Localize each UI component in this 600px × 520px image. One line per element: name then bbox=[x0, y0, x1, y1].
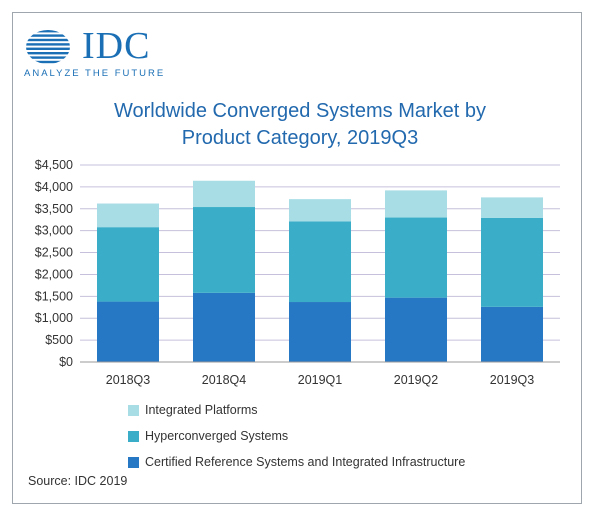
bar-segment bbox=[193, 292, 255, 362]
bar-segment bbox=[385, 217, 447, 298]
logo-tagline: ANALYZE THE FUTURE bbox=[24, 68, 166, 79]
x-tick-label: 2019Q1 bbox=[298, 373, 343, 387]
x-tick-label: 2019Q2 bbox=[394, 373, 439, 387]
bar-segment bbox=[97, 203, 159, 228]
x-tick-label: 2018Q4 bbox=[202, 373, 247, 387]
y-tick-label: $3,000 bbox=[35, 224, 73, 238]
y-tick-label: $2,500 bbox=[35, 246, 73, 260]
y-tick-label: $1,000 bbox=[35, 311, 73, 325]
legend-item: Integrated Platforms bbox=[128, 402, 258, 418]
logo-wordmark: IDC bbox=[82, 25, 151, 67]
bar-segment bbox=[481, 197, 543, 218]
y-tick-label: $3,500 bbox=[35, 202, 73, 216]
chart-title-line2: Product Category, 2019Q3 bbox=[181, 127, 419, 149]
legend-swatch bbox=[128, 404, 139, 416]
bar-segment bbox=[289, 199, 351, 222]
legend-swatch bbox=[128, 456, 139, 468]
y-tick-label: $0 bbox=[59, 355, 73, 369]
idc-logo: IDC ANALYZE THE FUTURE bbox=[24, 25, 184, 80]
bar-segment bbox=[97, 301, 159, 362]
legend-label: Integrated Platforms bbox=[145, 403, 258, 417]
bar-segment bbox=[481, 306, 543, 362]
x-tick-label: 2018Q3 bbox=[106, 373, 151, 387]
bar-segment bbox=[193, 180, 255, 208]
chart-title-line1: Worldwide Converged Systems Market by bbox=[114, 100, 486, 122]
y-tick-label: $4,500 bbox=[35, 158, 73, 172]
legend-item: Certified Reference Systems and Integrat… bbox=[128, 454, 465, 470]
bar-segment bbox=[385, 297, 447, 362]
bar-segment bbox=[289, 221, 351, 303]
legend-label: Certified Reference Systems and Integrat… bbox=[145, 455, 466, 469]
bars bbox=[97, 180, 543, 362]
legend-label: Hyperconverged Systems bbox=[145, 429, 289, 443]
legend-item: Hyperconverged Systems bbox=[128, 428, 288, 444]
bar-segment bbox=[385, 190, 447, 218]
axes: $0 $500 $1,000 $1,500 $2,000 $2,500 $3,000 $3,5… bbox=[35, 158, 560, 387]
bar-segment bbox=[97, 227, 159, 302]
source-note: Source: IDC 2019 bbox=[28, 474, 128, 488]
bar-segment bbox=[481, 217, 543, 307]
y-tick-label: $2,000 bbox=[35, 267, 73, 281]
y-tick-label: $1,500 bbox=[35, 289, 73, 303]
x-tick-label: 2019Q3 bbox=[490, 373, 535, 387]
bar-segment bbox=[289, 302, 351, 362]
y-tick-label: $500 bbox=[45, 333, 73, 347]
legend-swatch bbox=[128, 430, 139, 442]
globe-icon bbox=[26, 30, 70, 64]
bar-segment bbox=[193, 207, 255, 293]
y-tick-label: $4,000 bbox=[35, 180, 73, 194]
